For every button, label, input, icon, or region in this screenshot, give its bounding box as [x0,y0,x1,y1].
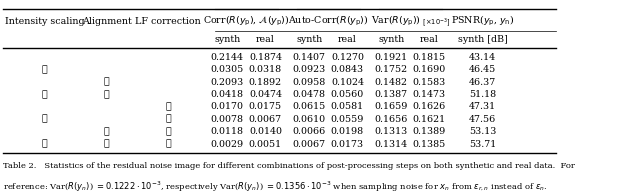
Text: 0.0923: 0.0923 [292,65,326,74]
Text: 0.0198: 0.0198 [331,127,364,136]
Text: Table 2.   Statistics of the residual noise image for different combinations of : Table 2. Statistics of the residual nois… [3,162,575,170]
Text: 0.0958: 0.0958 [292,78,326,87]
Text: ✓: ✓ [42,115,47,124]
Text: 0.0559: 0.0559 [331,115,364,124]
Text: ✓: ✓ [42,65,47,74]
Text: 53.71: 53.71 [469,140,497,148]
Text: 0.1389: 0.1389 [413,127,446,136]
Text: 0.0318: 0.0318 [249,65,282,74]
Text: 0.0418: 0.0418 [211,90,244,99]
Text: 0.0170: 0.0170 [211,102,244,111]
Text: real: real [338,35,357,44]
Text: 0.0560: 0.0560 [331,90,364,99]
Text: 0.1626: 0.1626 [413,102,446,111]
Text: ✓: ✓ [165,102,171,111]
Text: 0.0118: 0.0118 [211,127,244,136]
Text: 0.1482: 0.1482 [374,78,408,87]
Text: 0.0305: 0.0305 [211,65,244,74]
Text: 0.1656: 0.1656 [374,115,408,124]
Text: 0.1314: 0.1314 [374,140,408,148]
Text: 0.1270: 0.1270 [331,53,364,62]
Text: 0.0067: 0.0067 [292,140,326,148]
Text: 0.0067: 0.0067 [249,115,282,124]
Text: 46.45: 46.45 [469,65,497,74]
Text: 0.1815: 0.1815 [413,53,446,62]
Text: ✓: ✓ [42,140,47,148]
Text: 0.0175: 0.0175 [249,102,282,111]
Text: synth [dB]: synth [dB] [458,35,508,44]
Text: synth: synth [296,35,323,44]
Text: ✓: ✓ [165,127,171,136]
Text: synth: synth [214,35,241,44]
Text: ✓: ✓ [42,90,47,99]
Text: synth: synth [378,35,404,44]
Text: 0.1473: 0.1473 [413,90,446,99]
Text: 47.31: 47.31 [469,102,496,111]
Text: PSNR($y_\mathrm{p}$, $y_\mathrm{n}$): PSNR($y_\mathrm{p}$, $y_\mathrm{n}$) [451,14,515,28]
Text: 0.2093: 0.2093 [211,78,244,87]
Text: ✓: ✓ [104,78,109,87]
Text: ✓: ✓ [165,115,171,124]
Text: 0.1752: 0.1752 [374,65,408,74]
Text: 0.0140: 0.0140 [249,127,282,136]
Text: Corr($R(y_\mathrm{p})$, $\mathcal{A}(y_\mathrm{p})$): Corr($R(y_\mathrm{p})$, $\mathcal{A}(y_\… [203,14,289,28]
Text: Alignment: Alignment [82,17,131,26]
Text: Auto-Corr($R(y_\mathrm{p})$): Auto-Corr($R(y_\mathrm{p})$) [288,14,369,28]
Text: 0.1313: 0.1313 [374,127,408,136]
Text: 53.13: 53.13 [469,127,497,136]
Text: ✓: ✓ [104,90,109,99]
Text: 0.0474: 0.0474 [249,90,282,99]
Text: real: real [420,35,439,44]
Text: LF correction: LF correction [136,17,201,26]
Text: 0.0615: 0.0615 [292,102,326,111]
Text: 0.1407: 0.1407 [292,53,326,62]
Text: 46.37: 46.37 [469,78,497,87]
Text: Intensity scaling: Intensity scaling [5,17,84,26]
Text: ✓: ✓ [104,140,109,148]
Text: 0.0051: 0.0051 [249,140,282,148]
Text: 0.1385: 0.1385 [413,140,446,148]
Text: 0.1621: 0.1621 [413,115,446,124]
Text: 0.0610: 0.0610 [292,115,326,124]
Text: 0.0029: 0.0029 [211,140,244,148]
Text: 0.1583: 0.1583 [413,78,446,87]
Text: 0.0066: 0.0066 [292,127,326,136]
Text: 0.0581: 0.0581 [331,102,364,111]
Text: 47.56: 47.56 [469,115,497,124]
Text: 0.1659: 0.1659 [374,102,408,111]
Text: 0.1921: 0.1921 [374,53,408,62]
Text: reference: Var($R(y_n)$) $= 0.1222 \cdot 10^{-3}$, respectively Var($R(y_n)$) $=: reference: Var($R(y_n)$) $= 0.1222 \cdot… [3,180,547,193]
Text: 0.0843: 0.0843 [331,65,364,74]
Text: 0.1387: 0.1387 [374,90,408,99]
Text: 0.0173: 0.0173 [331,140,364,148]
Text: 43.14: 43.14 [469,53,496,62]
Text: 0.1690: 0.1690 [413,65,446,74]
Text: 0.1892: 0.1892 [249,78,282,87]
Text: 0.0478: 0.0478 [292,90,326,99]
Text: ✓: ✓ [104,127,109,136]
Text: real: real [256,35,275,44]
Text: 0.1024: 0.1024 [331,78,364,87]
Text: 51.18: 51.18 [469,90,496,99]
Text: 0.2144: 0.2144 [211,53,244,62]
Text: 0.1874: 0.1874 [249,53,282,62]
Text: 0.0078: 0.0078 [211,115,244,124]
Text: Var($R(y_\mathrm{p})$) $_{[\times 10^{-3}]}$: Var($R(y_\mathrm{p})$) $_{[\times 10^{-3… [371,13,450,29]
Text: ✓: ✓ [165,140,171,148]
